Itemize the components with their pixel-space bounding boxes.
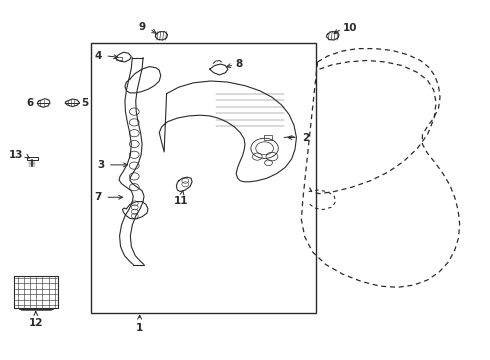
Text: 1: 1 xyxy=(136,323,143,333)
Text: 7: 7 xyxy=(95,192,102,202)
Text: 9: 9 xyxy=(138,22,146,32)
Text: 11: 11 xyxy=(174,196,189,206)
Bar xyxy=(116,57,122,60)
Text: 2: 2 xyxy=(302,132,309,143)
Text: 8: 8 xyxy=(235,59,243,69)
Text: 13: 13 xyxy=(9,150,24,160)
Text: 3: 3 xyxy=(97,160,104,170)
Text: 12: 12 xyxy=(28,318,43,328)
Text: 6: 6 xyxy=(26,98,33,108)
Bar xyxy=(91,43,316,313)
Text: 10: 10 xyxy=(343,23,358,33)
Text: 5: 5 xyxy=(81,98,88,108)
Text: 4: 4 xyxy=(95,51,102,61)
Bar xyxy=(264,135,272,140)
Bar xyxy=(27,157,38,160)
